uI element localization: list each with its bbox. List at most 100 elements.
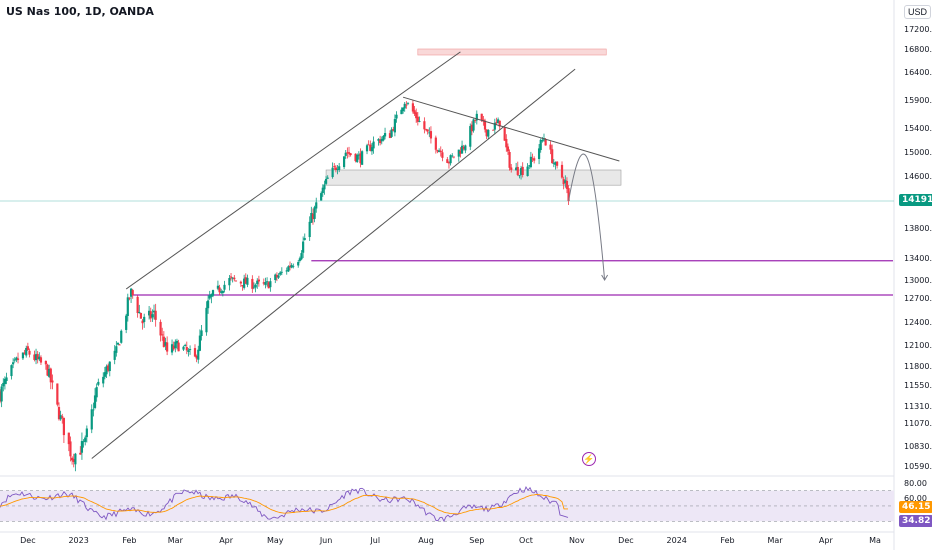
candle-body: [541, 140, 544, 142]
candle-body: [338, 166, 341, 170]
candle-body: [51, 380, 54, 383]
candle-body: [115, 346, 118, 353]
lightning-icon[interactable]: ⚡: [582, 452, 596, 466]
y-tick-label: 17200.0: [904, 25, 932, 34]
candle-body: [438, 150, 441, 153]
candle-body: [92, 409, 95, 411]
candle-body: [277, 275, 280, 278]
candle-body: [560, 164, 564, 178]
candle-body: [129, 288, 133, 297]
candle-body: [498, 120, 501, 127]
y-tick-label: 11550.0: [904, 381, 932, 390]
candle-body: [231, 277, 234, 279]
candle-body: [67, 432, 70, 445]
candle-body: [141, 320, 144, 324]
candle-body: [46, 364, 49, 376]
candle-body: [379, 139, 382, 144]
candle-body: [275, 274, 279, 278]
candle-body: [510, 167, 513, 170]
candle-body: [359, 153, 362, 164]
candle-body: [475, 113, 478, 121]
candle-body: [310, 212, 313, 223]
candle-body: [216, 285, 220, 289]
candle-body: [434, 137, 437, 150]
x-tick-label: Nov: [569, 536, 585, 545]
candle-body: [302, 241, 305, 253]
candle-body: [390, 129, 393, 137]
candle-body: [554, 162, 557, 165]
candle-body: [170, 344, 174, 353]
candle-body: [79, 452, 82, 455]
candle-body: [254, 284, 257, 288]
candle-body: [539, 139, 542, 151]
candle-body: [136, 296, 139, 314]
candle-body: [537, 148, 541, 159]
candle-body: [356, 154, 359, 163]
candle-body: [72, 458, 75, 462]
candle-body: [188, 349, 192, 351]
candle-body: [470, 124, 473, 132]
y-tick-label: 14600.0: [904, 172, 932, 181]
candle-body: [205, 307, 208, 333]
candle-body: [354, 153, 357, 162]
candle-body: [552, 163, 555, 165]
x-tick-label: May: [267, 536, 284, 545]
candle-body: [229, 276, 233, 278]
candle-body: [3, 378, 7, 385]
candle-body: [97, 381, 100, 385]
candle-body: [38, 356, 41, 360]
candle-body: [492, 129, 495, 131]
candle-body: [336, 169, 339, 170]
candle-body: [392, 129, 395, 131]
candle-body: [131, 290, 134, 296]
candle-body: [262, 282, 265, 284]
candle-body: [95, 387, 98, 398]
candle-body: [21, 352, 25, 359]
candle-body: [69, 441, 72, 457]
candle-body: [48, 368, 51, 377]
candle-body: [288, 265, 292, 268]
candle-body: [401, 107, 405, 112]
x-tick-label: Sep: [469, 536, 484, 545]
candle-body: [551, 149, 554, 164]
candle-body: [80, 441, 84, 453]
candle-body: [269, 281, 272, 288]
candle-body: [102, 376, 105, 384]
currency-button[interactable]: USD: [904, 5, 932, 19]
x-tick-label: Dec: [20, 536, 35, 545]
y-tick-label: 15900.0: [904, 96, 932, 105]
candle-body: [274, 274, 277, 281]
candle-body: [193, 348, 197, 357]
candle-body: [415, 112, 418, 119]
candle-body: [298, 258, 301, 261]
candle-body: [103, 372, 106, 377]
candle-body: [113, 350, 116, 360]
x-tick-label: Ma: [869, 536, 881, 545]
last-price-tag: 14191.2: [899, 194, 932, 206]
y-tick-label: 11800.0: [904, 362, 932, 371]
candle-body: [297, 262, 300, 266]
x-tick-label: 2023: [68, 536, 88, 545]
candle-body: [429, 131, 433, 139]
candle-body: [264, 282, 267, 285]
candle-body: [154, 310, 157, 320]
candle-body: [265, 281, 269, 283]
candle-body: [485, 129, 488, 137]
candle-body: [49, 368, 52, 383]
candle-body: [211, 290, 215, 296]
candle-body: [251, 278, 254, 289]
candle-body: [424, 128, 428, 130]
candle-body: [342, 156, 346, 168]
candle-body: [436, 150, 439, 152]
x-tick-label: 2024: [667, 536, 687, 545]
candle-body: [198, 335, 202, 351]
candle-body: [423, 121, 426, 130]
candle-body: [162, 336, 165, 347]
candle-body: [34, 354, 38, 361]
candle-body: [256, 280, 259, 285]
candle-body: [25, 348, 28, 356]
candle-body: [74, 453, 77, 465]
candle-body: [326, 177, 329, 179]
